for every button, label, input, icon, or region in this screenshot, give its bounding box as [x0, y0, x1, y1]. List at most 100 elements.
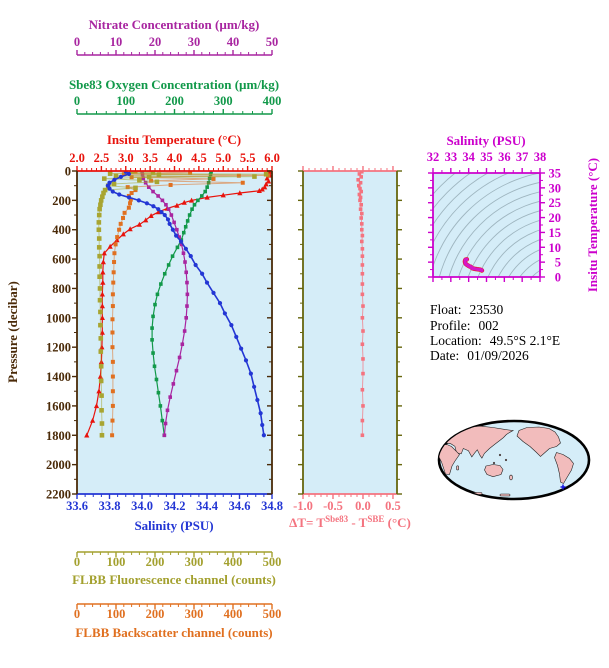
data-marker	[150, 171, 156, 175]
data-marker	[160, 418, 165, 423]
data-marker	[153, 302, 157, 307]
data-marker	[99, 432, 105, 438]
data-marker	[360, 316, 365, 320]
data-marker	[84, 432, 90, 438]
data-marker	[133, 171, 138, 174]
data-marker	[360, 292, 365, 297]
data-marker	[187, 213, 192, 217]
backscatter-axis-title: FLBB Backscatter channel (counts)	[75, 625, 272, 640]
data-marker	[111, 181, 117, 187]
pressure-axis-title: Pressure (decibar)	[5, 281, 20, 383]
data-marker	[360, 247, 365, 251]
tick-label: 4.5	[191, 151, 207, 165]
data-marker	[101, 250, 107, 256]
isopycnal-contour	[545, 290, 589, 334]
data-marker	[128, 197, 133, 202]
data-marker	[143, 217, 149, 223]
data-marker	[113, 242, 118, 247]
ts-temperature-axis-left	[428, 172, 434, 278]
data-marker	[357, 172, 362, 176]
data-marker	[136, 221, 142, 227]
tick-label: 20	[149, 35, 162, 49]
data-marker	[164, 202, 168, 207]
tick-label: 30	[188, 35, 201, 49]
data-marker	[128, 201, 133, 206]
data-marker	[149, 178, 154, 183]
data-marker	[360, 282, 365, 286]
data-marker	[360, 342, 365, 347]
world-map	[437, 419, 591, 501]
backscatter-axis: 0 100 200 300 400 500	[74, 603, 282, 621]
tick-label: 10	[549, 241, 562, 255]
data-marker	[165, 408, 170, 413]
data-marker	[358, 198, 362, 203]
data-marker	[211, 290, 216, 295]
data-marker	[181, 230, 186, 235]
data-marker	[110, 330, 115, 335]
main-profiles	[84, 171, 272, 438]
tick-label: 37	[516, 150, 529, 164]
data-marker	[121, 215, 126, 220]
data-marker	[360, 433, 365, 438]
tick-label: 50	[266, 35, 279, 49]
tick-label: 2200	[46, 488, 71, 502]
data-marker	[100, 259, 106, 265]
south-america	[554, 452, 574, 484]
madagascar	[456, 465, 459, 471]
nitrate-axis: 0 10 20 30 40 50	[74, 35, 279, 56]
data-marker	[359, 171, 364, 174]
tick-label: 35	[549, 167, 562, 181]
data-marker	[97, 206, 102, 212]
data-marker	[98, 198, 104, 203]
float-location-marker	[560, 484, 566, 490]
tick-label: 300	[185, 555, 204, 569]
tick-label: 100	[107, 555, 126, 569]
data-marker	[170, 254, 175, 258]
tick-label: 500	[263, 607, 282, 621]
ts-curve	[462, 257, 485, 273]
temperature-axis: 2.0 2.5 3.0 3.5 4.0 4.5 5.0 5.5 6.0	[69, 151, 280, 172]
pressure-axis: 0 200 400 600 800 1000 1200 1400 1600 1800 2000 220…	[46, 165, 78, 502]
tick-label: 34.8	[261, 499, 283, 513]
tick-label: 33	[445, 150, 458, 164]
data-marker	[359, 189, 363, 194]
data-marker	[97, 297, 103, 303]
data-marker	[96, 236, 102, 241]
data-marker	[185, 292, 190, 297]
data-marker	[360, 387, 365, 392]
tick-label: 400	[224, 555, 243, 569]
data-marker	[122, 210, 127, 215]
data-marker	[158, 404, 163, 408]
tick-label: 3.5	[142, 151, 158, 165]
data-marker	[111, 270, 116, 275]
pressure-axis-right	[267, 170, 273, 495]
data-marker	[262, 184, 268, 190]
data-marker	[359, 211, 364, 216]
data-marker	[165, 217, 171, 222]
data-marker	[112, 177, 117, 182]
data-marker	[361, 329, 365, 333]
data-marker	[96, 227, 102, 233]
data-marker	[252, 174, 257, 179]
tick-label: 2.0	[69, 151, 85, 165]
data-marker	[359, 175, 363, 179]
ts-data-marker	[480, 268, 484, 272]
salinity-axis: 33.6 33.8 34.0 34.2 34.4 34.6 34.8	[66, 493, 283, 513]
data-marker	[98, 349, 104, 354]
profile-line	[98, 171, 267, 436]
tick-label: 100	[116, 94, 135, 108]
data-marker	[151, 189, 155, 194]
data-marker	[260, 422, 265, 428]
tick-label: 1000	[46, 311, 71, 325]
profile-number-line: Profile: 002	[430, 318, 499, 333]
data-marker	[172, 220, 176, 225]
data-marker	[188, 254, 193, 259]
data-marker	[359, 216, 363, 220]
data-marker	[192, 202, 197, 207]
data-marker	[98, 378, 104, 384]
data-marker	[137, 177, 142, 183]
data-marker	[150, 326, 154, 330]
data-marker	[93, 403, 100, 409]
data-marker	[129, 191, 134, 196]
tick-label: 1400	[46, 370, 71, 384]
